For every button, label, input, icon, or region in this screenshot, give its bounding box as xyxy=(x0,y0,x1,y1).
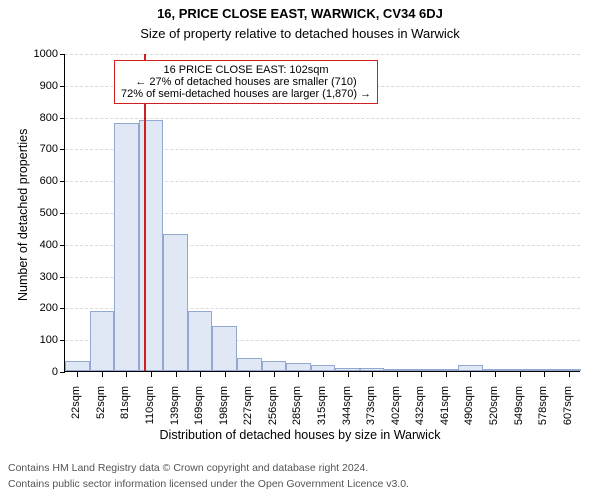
page-title: 16, PRICE CLOSE EAST, WARWICK, CV34 6DJ xyxy=(0,6,600,21)
x-tick-label: 578sqm xyxy=(537,386,549,432)
histogram-bar xyxy=(286,363,311,371)
x-tick xyxy=(421,372,422,377)
x-tick xyxy=(151,372,152,377)
x-tick xyxy=(544,372,545,377)
y-gridline xyxy=(65,118,580,119)
annotation-line: ← 27% of detached houses are smaller (71… xyxy=(121,76,371,88)
y-tick-label: 800 xyxy=(26,112,58,124)
y-tick xyxy=(60,86,65,87)
y-tick-label: 500 xyxy=(26,207,58,219)
chart-page: 16, PRICE CLOSE EAST, WARWICK, CV34 6DJ … xyxy=(0,0,600,500)
y-tick xyxy=(60,118,65,119)
x-tick-label: 22sqm xyxy=(70,386,82,432)
histogram-bar xyxy=(311,365,336,371)
annotation-box: 16 PRICE CLOSE EAST: 102sqm← 27% of deta… xyxy=(114,60,378,104)
histogram-bar xyxy=(434,369,459,371)
y-tick xyxy=(60,181,65,182)
histogram-bar xyxy=(188,311,213,371)
histogram-bar xyxy=(384,369,409,371)
annotation-line: 16 PRICE CLOSE EAST: 102sqm xyxy=(121,64,371,76)
x-tick xyxy=(397,372,398,377)
x-tick-label: 344sqm xyxy=(341,386,353,432)
x-tick xyxy=(520,372,521,377)
y-tick-label: 700 xyxy=(26,143,58,155)
y-tick-label: 900 xyxy=(26,80,58,92)
y-tick-label: 100 xyxy=(26,334,58,346)
annotation-line: 72% of semi-detached houses are larger (… xyxy=(121,88,371,100)
y-tick xyxy=(60,245,65,246)
x-tick-label: 285sqm xyxy=(291,386,303,432)
x-tick-label: 432sqm xyxy=(414,386,426,432)
y-tick xyxy=(60,149,65,150)
x-tick-label: 373sqm xyxy=(365,386,377,432)
x-tick xyxy=(348,372,349,377)
y-tick-label: 400 xyxy=(26,239,58,251)
histogram-bar xyxy=(163,234,188,371)
y-gridline xyxy=(65,54,580,55)
y-tick-label: 200 xyxy=(26,302,58,314)
x-tick xyxy=(102,372,103,377)
x-tick xyxy=(470,372,471,377)
y-tick xyxy=(60,54,65,55)
x-tick-label: 402sqm xyxy=(390,386,402,432)
page-subtitle: Size of property relative to detached ho… xyxy=(0,26,600,41)
x-tick-label: 139sqm xyxy=(169,386,181,432)
x-tick-label: 198sqm xyxy=(218,386,230,432)
y-tick xyxy=(60,308,65,309)
y-tick-label: 1000 xyxy=(26,48,58,60)
x-tick xyxy=(77,372,78,377)
histogram-bar xyxy=(483,369,508,371)
x-tick xyxy=(446,372,447,377)
histogram-bar xyxy=(532,369,557,371)
x-tick xyxy=(274,372,275,377)
x-tick-label: 256sqm xyxy=(267,386,279,432)
x-tick-label: 81sqm xyxy=(119,386,131,432)
x-tick-label: 549sqm xyxy=(513,386,525,432)
x-tick-label: 52sqm xyxy=(95,386,107,432)
x-tick-label: 607sqm xyxy=(562,386,574,432)
x-tick-label: 520sqm xyxy=(488,386,500,432)
x-tick xyxy=(225,372,226,377)
histogram-bar xyxy=(360,368,385,371)
histogram-bar xyxy=(114,123,139,371)
histogram-bar xyxy=(237,358,262,371)
histogram-bar xyxy=(335,368,360,371)
footer-line-2: Contains public sector information licen… xyxy=(8,478,409,490)
x-tick-label: 490sqm xyxy=(463,386,475,432)
x-tick xyxy=(176,372,177,377)
x-tick-label: 227sqm xyxy=(242,386,254,432)
y-tick xyxy=(60,213,65,214)
histogram-bar xyxy=(139,120,164,371)
y-tick xyxy=(60,372,65,373)
y-tick-label: 600 xyxy=(26,175,58,187)
x-tick-label: 169sqm xyxy=(193,386,205,432)
histogram-bar xyxy=(409,369,434,371)
y-tick xyxy=(60,277,65,278)
y-tick xyxy=(60,340,65,341)
x-tick xyxy=(249,372,250,377)
x-tick xyxy=(569,372,570,377)
histogram-bar xyxy=(212,326,237,371)
x-tick xyxy=(126,372,127,377)
footer-line-1: Contains HM Land Registry data © Crown c… xyxy=(8,462,368,474)
x-tick xyxy=(200,372,201,377)
histogram-bar xyxy=(458,365,483,371)
histogram-bar xyxy=(90,311,115,371)
x-tick xyxy=(372,372,373,377)
x-tick-label: 110sqm xyxy=(144,386,156,432)
histogram-bar xyxy=(556,369,581,371)
x-tick xyxy=(298,372,299,377)
histogram-bar xyxy=(65,361,90,371)
x-tick-label: 315sqm xyxy=(316,386,328,432)
histogram-bar xyxy=(507,369,532,371)
y-tick-label: 0 xyxy=(26,366,58,378)
y-tick-label: 300 xyxy=(26,271,58,283)
x-tick-label: 461sqm xyxy=(439,386,451,432)
histogram-bar xyxy=(262,361,287,371)
x-tick xyxy=(323,372,324,377)
x-tick xyxy=(495,372,496,377)
